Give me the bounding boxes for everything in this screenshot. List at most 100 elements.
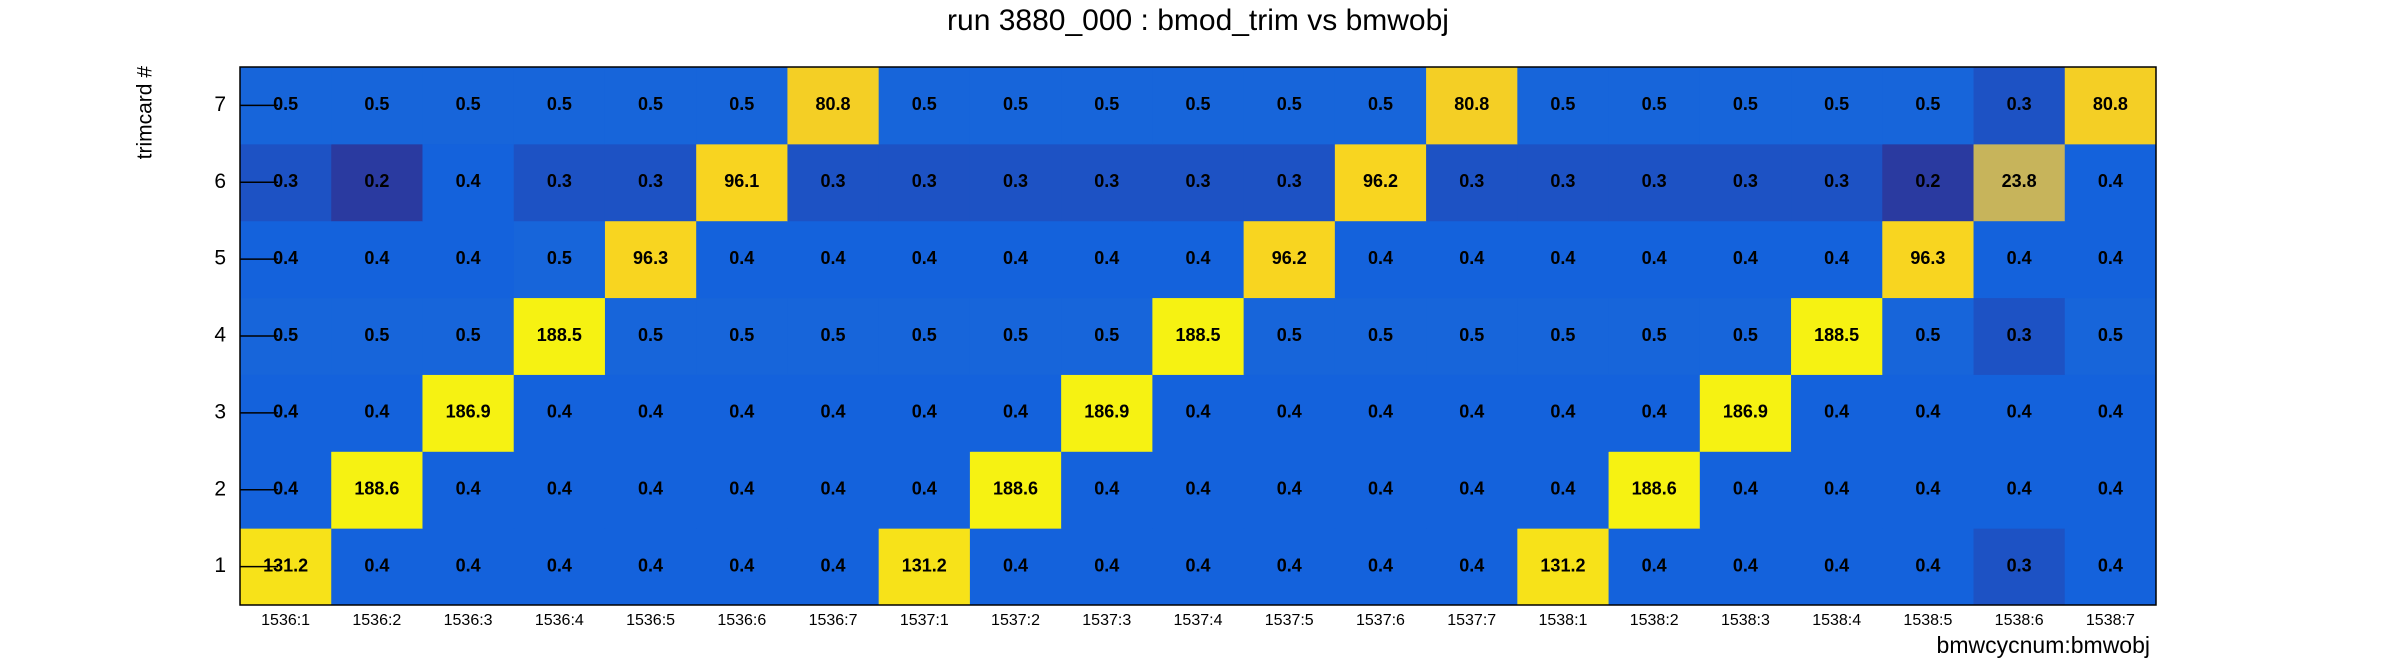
cell xyxy=(1791,67,1883,145)
cell xyxy=(2064,528,2157,606)
cell-label: 0.5 xyxy=(273,94,298,114)
cell xyxy=(1882,297,1975,375)
cell-label: 0.5 xyxy=(364,94,389,114)
cell-label: 0.4 xyxy=(2007,248,2032,268)
cell-label: 0.5 xyxy=(1550,325,1575,345)
cell-label: 0.4 xyxy=(638,555,663,575)
cell-label: 0.5 xyxy=(1824,94,1849,114)
cell-label: 0.4 xyxy=(729,402,754,422)
cell-label: 0.4 xyxy=(1824,478,1849,498)
cell xyxy=(1608,297,1701,375)
cell xyxy=(969,220,1062,299)
cell xyxy=(1152,528,1245,606)
cell-label: 0.3 xyxy=(1733,171,1758,191)
cell-label: 0.3 xyxy=(1094,171,1119,191)
cell xyxy=(1061,528,1153,606)
cell xyxy=(1243,451,1336,529)
x-tick-label: 1538:6 xyxy=(1995,612,2044,629)
cell xyxy=(331,528,423,606)
cell-label: 0.5 xyxy=(456,94,481,114)
y-tick-label: 3 xyxy=(214,400,226,423)
cell xyxy=(1882,451,1975,529)
cell-label: 0.3 xyxy=(1185,171,1210,191)
cell xyxy=(696,528,788,606)
cell-label: 0.5 xyxy=(1094,325,1119,345)
cell xyxy=(1426,451,1518,529)
cell-label: 188.6 xyxy=(354,478,399,498)
cell xyxy=(1882,220,1975,299)
cell xyxy=(1152,143,1245,222)
cell xyxy=(1152,220,1245,299)
cell-label: 0.5 xyxy=(1642,325,1667,345)
cell xyxy=(1334,374,1427,452)
cell-label: 0.4 xyxy=(1642,555,1667,575)
cell-label: 80.8 xyxy=(2093,94,2128,114)
cell xyxy=(787,374,880,452)
cell xyxy=(1061,143,1153,222)
cell xyxy=(1699,143,1792,222)
cell-label: 0.4 xyxy=(2007,478,2032,498)
cell-label: 0.3 xyxy=(2007,555,2032,575)
cell-label: 96.2 xyxy=(1363,171,1398,191)
x-tick-label: 1538:1 xyxy=(1538,612,1587,629)
y-tick-label: 4 xyxy=(214,324,226,347)
cell xyxy=(787,67,880,145)
cell xyxy=(969,451,1062,529)
cell-label: 0.5 xyxy=(1915,94,1940,114)
cell xyxy=(1426,220,1518,299)
cell-label: 0.3 xyxy=(547,171,572,191)
cell xyxy=(2064,297,2157,375)
cell xyxy=(331,67,423,145)
cell xyxy=(1882,143,1975,222)
cell xyxy=(2064,451,2157,529)
cell-label: 0.4 xyxy=(1094,248,1119,268)
cell-label: 188.5 xyxy=(1814,325,1859,345)
cell-label: 0.3 xyxy=(1550,171,1575,191)
cell xyxy=(1517,143,1610,222)
x-tick-label: 1536:7 xyxy=(809,612,858,629)
x-tick-label: 1537:7 xyxy=(1447,612,1496,629)
cell xyxy=(604,67,697,145)
cell xyxy=(1426,374,1518,452)
cell-label: 0.4 xyxy=(1550,478,1575,498)
cell xyxy=(1973,528,2066,606)
cell-label: 0.4 xyxy=(1915,555,1940,575)
cell xyxy=(2064,220,2157,299)
x-tick-label: 1536:2 xyxy=(352,612,401,629)
cell xyxy=(1608,374,1701,452)
cell-label: 0.5 xyxy=(1185,94,1210,114)
cell-label: 0.4 xyxy=(1915,402,1940,422)
cell xyxy=(878,374,971,452)
cell-label: 0.5 xyxy=(1277,325,1302,345)
cell xyxy=(331,451,423,529)
cell xyxy=(1152,67,1245,145)
cell xyxy=(1791,451,1883,529)
cell xyxy=(1243,374,1336,452)
cell-label: 0.4 xyxy=(1094,555,1119,575)
cell-label: 131.2 xyxy=(263,555,308,575)
cell xyxy=(696,297,788,375)
cell xyxy=(1791,143,1883,222)
cell-label: 0.5 xyxy=(364,325,389,345)
cell xyxy=(1334,297,1427,375)
cell-label: 0.4 xyxy=(1550,402,1575,422)
cell xyxy=(422,297,515,375)
x-tick-label: 1536:3 xyxy=(444,612,493,629)
cell xyxy=(1152,297,1245,375)
cell xyxy=(331,220,423,299)
cell-label: 0.5 xyxy=(729,325,754,345)
cell xyxy=(1973,297,2066,375)
cell-label: 0.5 xyxy=(1550,94,1575,114)
cell-label: 0.5 xyxy=(729,94,754,114)
cell xyxy=(331,143,423,222)
cell-label: 0.2 xyxy=(364,171,389,191)
cell xyxy=(1699,220,1792,299)
x-tick-label: 1537:1 xyxy=(900,612,949,629)
cell xyxy=(422,528,515,606)
cell-label: 0.4 xyxy=(1003,248,1028,268)
cell-label: 0.5 xyxy=(638,94,663,114)
cell xyxy=(604,297,697,375)
cell-label: 0.5 xyxy=(912,325,937,345)
cell-label: 0.4 xyxy=(821,402,846,422)
cell xyxy=(1243,297,1336,375)
